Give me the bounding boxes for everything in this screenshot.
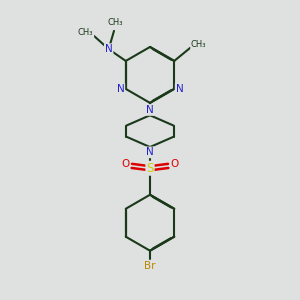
Text: N: N bbox=[146, 105, 154, 115]
Text: S: S bbox=[146, 162, 154, 175]
Text: CH₃: CH₃ bbox=[191, 40, 206, 49]
Text: CH₃: CH₃ bbox=[78, 28, 94, 38]
Text: N: N bbox=[176, 84, 183, 94]
Text: Br: Br bbox=[144, 261, 156, 271]
Text: CH₃: CH₃ bbox=[108, 18, 123, 27]
Text: N: N bbox=[146, 147, 154, 158]
Text: O: O bbox=[171, 159, 179, 170]
Text: N: N bbox=[105, 44, 112, 54]
Text: N: N bbox=[117, 84, 124, 94]
Text: O: O bbox=[121, 159, 129, 170]
